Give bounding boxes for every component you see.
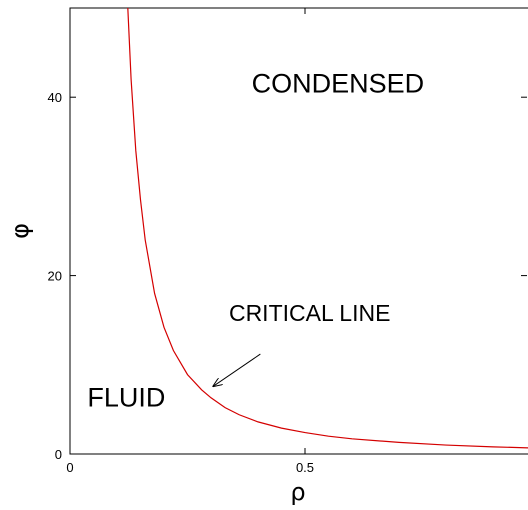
y-tick-label: 0	[55, 447, 62, 462]
x-axis-ticks: 0 0.5	[66, 8, 314, 475]
y-axis-ticks: 0 20 40	[48, 90, 527, 462]
y-axis-label: φ	[6, 223, 34, 239]
critical-line-label: CRITICAL LINE	[229, 300, 390, 326]
y-tick-label: 20	[48, 269, 62, 284]
critical-line-arrow	[213, 353, 261, 386]
x-axis-label: ρ	[290, 478, 305, 506]
x-tick-label: 0	[66, 460, 73, 475]
annotation-layer: CONDENSED FLUID CRITICAL LINE	[87, 69, 424, 413]
x-tick-label: 0.5	[296, 460, 314, 475]
fluid-region-label: FLUID	[87, 383, 165, 413]
y-tick-label: 40	[48, 90, 62, 105]
series-layer	[127, 7, 528, 449]
critical-line-curve	[127, 7, 528, 449]
condensed-region-label: CONDENSED	[252, 69, 425, 99]
